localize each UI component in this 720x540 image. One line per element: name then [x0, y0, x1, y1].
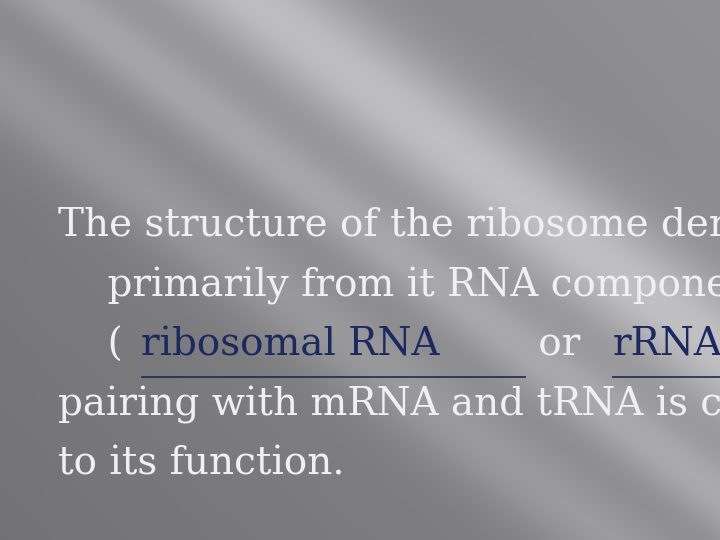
- Text: primarily from it RNA component: primarily from it RNA component: [58, 267, 720, 305]
- Text: rRNA): rRNA): [613, 327, 720, 364]
- Text: The structure of the ribosome derives: The structure of the ribosome derives: [58, 208, 720, 245]
- Text: (: (: [58, 327, 122, 364]
- Text: or: or: [526, 327, 593, 364]
- Text: ribosomal RNA: ribosomal RNA: [141, 327, 440, 364]
- Text: pairing with mRNA and tRNA is crucial: pairing with mRNA and tRNA is crucial: [58, 386, 720, 424]
- Text: to its function.: to its function.: [58, 446, 344, 483]
